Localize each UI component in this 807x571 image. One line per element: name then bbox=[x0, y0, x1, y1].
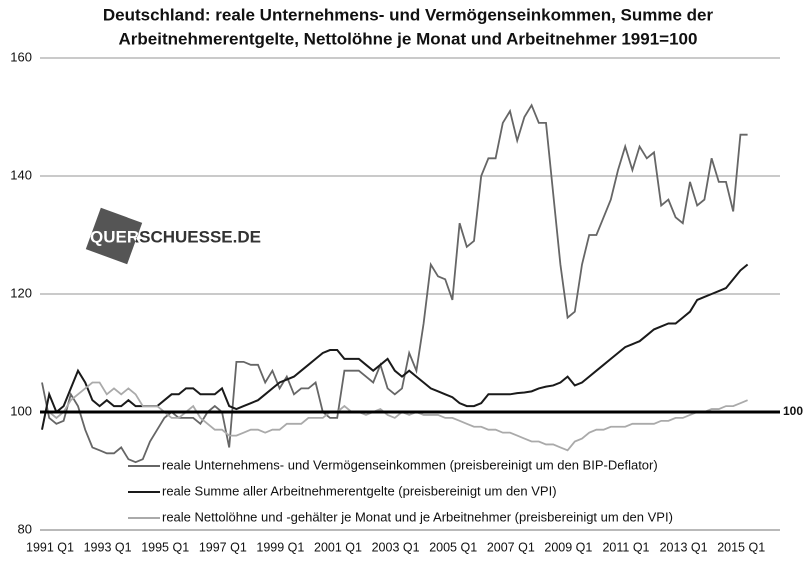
x-tick-label: 2009 Q1 bbox=[544, 540, 592, 554]
watermark: QUERSCHUESSE.DE bbox=[90, 227, 261, 246]
x-tick-label: 2013 Q1 bbox=[660, 540, 708, 554]
legend-label: reale Nettolöhne und -gehälter je Monat … bbox=[162, 509, 673, 524]
x-tick-label: 2005 Q1 bbox=[429, 540, 477, 554]
legend-label: reale Summe aller Arbeitnehmerentgelte (… bbox=[162, 483, 557, 498]
x-tick-label: 2003 Q1 bbox=[372, 540, 420, 554]
x-tick-label: 1993 Q1 bbox=[84, 540, 132, 554]
x-tick-label: 2007 Q1 bbox=[487, 540, 535, 554]
series-line bbox=[42, 381, 748, 452]
x-tick-label: 1999 Q1 bbox=[256, 540, 304, 554]
y-tick-label: 100 bbox=[10, 403, 32, 418]
chart-title: Deutschland: reale Unternehmens- und Ver… bbox=[103, 5, 714, 24]
y-tick-label: 120 bbox=[10, 285, 32, 300]
series-line bbox=[41, 103, 748, 464]
series-line bbox=[41, 263, 749, 430]
x-tick-label: 2001 Q1 bbox=[314, 540, 362, 554]
x-tick-label: 2015 Q1 bbox=[717, 540, 765, 554]
legend-label: reale Unternehmens- und Vermögenseinkomm… bbox=[162, 457, 658, 472]
y-tick-label: 140 bbox=[10, 167, 32, 182]
x-tick-label: 1995 Q1 bbox=[141, 540, 189, 554]
watermark: QUERSCHUESSE.DE bbox=[90, 227, 261, 246]
y-tick-label: 80 bbox=[18, 521, 32, 536]
y-tick-label: 160 bbox=[10, 49, 32, 64]
reference-label: 100 bbox=[783, 404, 803, 418]
x-tick-label: 2011 Q1 bbox=[602, 540, 649, 554]
x-tick-label: 1997 Q1 bbox=[199, 540, 247, 554]
chart-title: Arbeitnehmerentgelte, Nettolöhne je Mona… bbox=[119, 29, 698, 48]
watermark-logo bbox=[85, 207, 143, 265]
x-tick-label: 1991 Q1 bbox=[26, 540, 74, 554]
